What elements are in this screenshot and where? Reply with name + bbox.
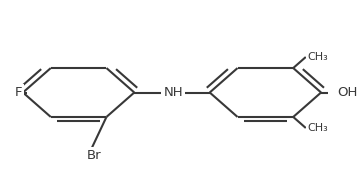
Text: CH₃: CH₃ — [308, 52, 328, 62]
Text: Br: Br — [87, 149, 101, 162]
Text: OH: OH — [337, 86, 357, 99]
Text: F: F — [15, 86, 22, 99]
Text: NH: NH — [163, 86, 183, 99]
Text: CH₃: CH₃ — [308, 123, 328, 133]
